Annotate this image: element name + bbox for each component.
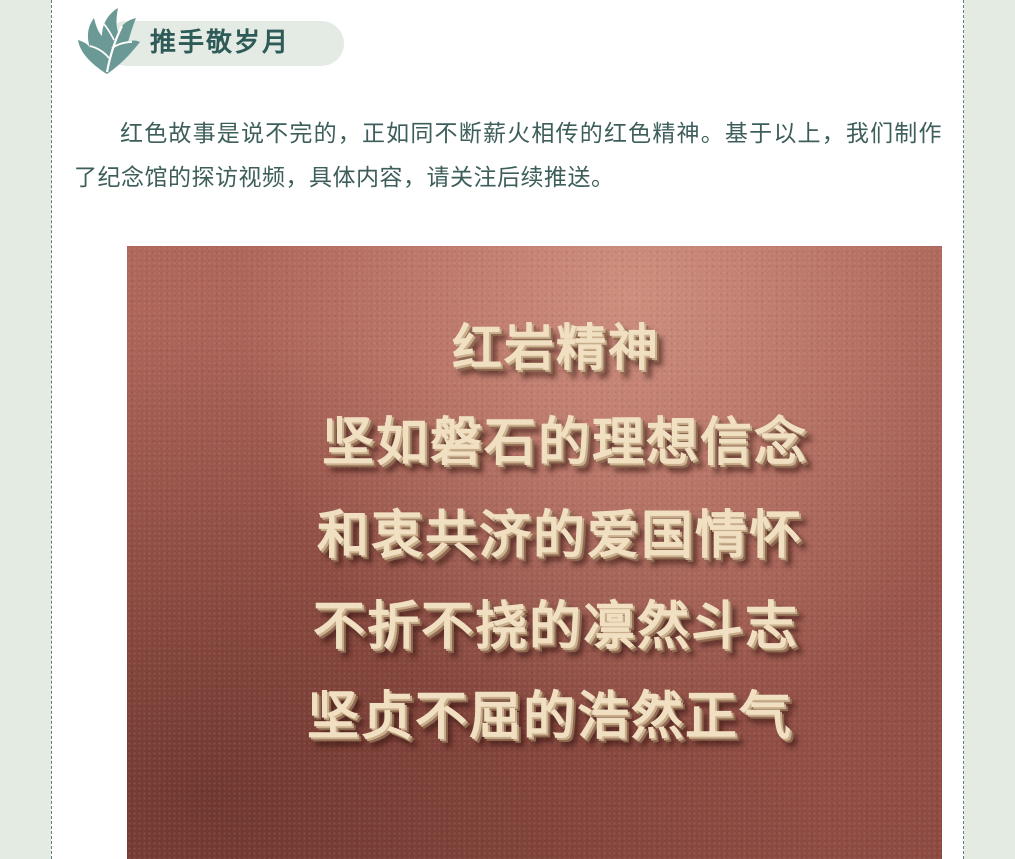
section-heading: 推手敬岁月 [74, 6, 344, 76]
sign-line: 和衷共济的爱国情怀 [317, 506, 804, 566]
sign-line: 坚如磐石的理想信念 [322, 413, 809, 473]
photo-red-rock-spirit: 红岩精神 坚如磐石的理想信念 和衷共济的爱国情怀 不折不挠的凛然斗志 坚贞不屈的… [127, 246, 942, 859]
leaf-icon [78, 8, 140, 74]
sign-line: 不折不挠的凛然斗志 [313, 597, 800, 657]
section-title: 推手敬岁月 [150, 28, 291, 58]
sign-line: 坚贞不屈的浩然正气 [307, 687, 794, 747]
wall-texture [127, 246, 942, 859]
sign-title: 红岩精神 [452, 319, 660, 377]
heading-pill [104, 21, 344, 66]
article-page: 推手敬岁月 红色故事是说不完的，正如同不断薪火相传的红色精神。基于以上，我们制作… [51, 0, 964, 859]
article-paragraph: 红色故事是说不完的，正如同不断薪火相传的红色精神。基于以上，我们制作了纪念馆的探… [74, 121, 942, 191]
